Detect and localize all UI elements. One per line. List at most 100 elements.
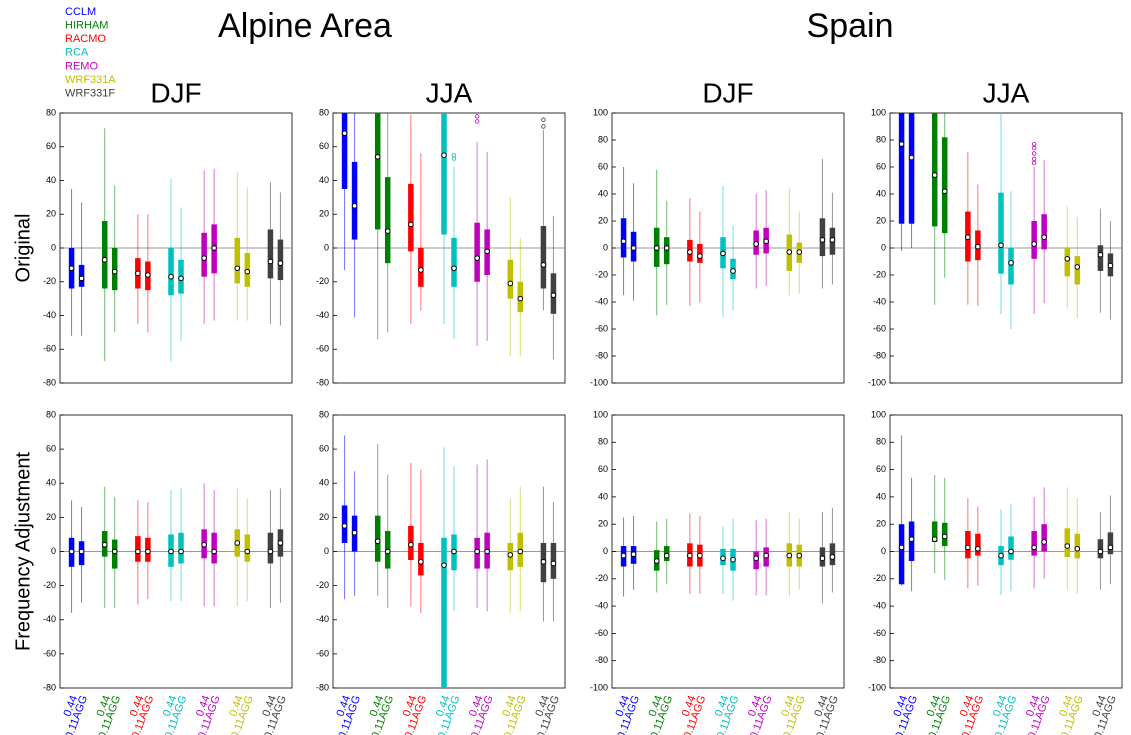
y-tick-label: 40 [876,188,886,198]
median [145,548,151,555]
y-tick-label: 0 [881,546,886,556]
median [1064,256,1071,262]
median [620,238,627,245]
y-tick-label: -80 [595,350,608,360]
median [630,551,637,558]
box [351,161,358,240]
median [620,552,627,559]
y-tick-label: -40 [43,310,56,320]
outlier [1031,141,1037,147]
median [211,245,217,251]
y-tick-label: 60 [46,444,56,454]
median [730,556,736,563]
y-tick-label: 80 [876,437,886,447]
y-tick-label: -40 [43,614,56,624]
y-tick-label: -80 [43,682,56,692]
median [68,548,75,555]
median [341,130,348,137]
median [484,248,490,255]
y-tick-label: -20 [316,580,329,590]
median [653,558,660,564]
median [908,154,915,161]
median [1097,548,1104,555]
median [819,555,826,562]
median [550,560,557,567]
median [408,221,414,228]
box [267,229,274,279]
y-tick-label: 40 [46,175,56,185]
y-tick-label: -80 [873,350,886,360]
box [244,534,251,562]
y-tick-label: 100 [871,409,886,419]
median [687,249,693,255]
panel-title: JJA [983,77,1030,108]
outlier [474,119,480,124]
y-tick-label: 80 [46,107,56,117]
median [898,141,905,147]
figure-title: Alpine Area [218,7,392,45]
y-tick-label: -60 [595,628,608,638]
y-tick-label: 80 [319,409,329,419]
y-tick-label: -40 [873,296,886,306]
legend-entry: REMO [65,60,98,72]
y-tick-label: 40 [46,478,56,488]
median [753,555,759,562]
y-tick-label: 100 [593,409,608,419]
y-tick-label: 20 [598,215,608,225]
median [507,280,514,287]
median [474,548,480,555]
median [1107,262,1114,269]
box [1097,245,1104,271]
box [941,137,948,234]
outlier [541,117,546,122]
median [975,545,981,552]
box [1031,531,1037,556]
median [753,241,759,247]
y-tick-label: -60 [43,344,56,354]
median [763,552,769,559]
box [1107,532,1114,555]
y-tick-label: -100 [868,682,886,692]
y-tick-label: 80 [46,409,56,419]
median [78,275,85,282]
box [277,239,284,281]
y-tick-label: 40 [319,478,329,488]
box [1041,524,1047,552]
y-tick-label: 80 [876,134,886,144]
median [201,255,207,261]
median [975,243,981,250]
median [111,268,118,275]
median [168,548,174,555]
legend-entry: WRF331A [65,74,116,86]
y-tick-label: 20 [319,512,329,522]
median [931,172,938,178]
y-tick-label: -60 [316,648,329,658]
y-tick-label: -60 [43,648,56,658]
median [1107,544,1114,551]
box [211,532,217,564]
median [1064,543,1071,549]
median [550,292,557,299]
box [540,226,547,289]
median [374,538,381,545]
median [1008,260,1014,266]
box [931,521,938,542]
y-tick-label: -20 [873,573,886,583]
box [178,532,184,564]
box [341,113,348,189]
y-tick-label: 0 [881,242,886,252]
y-tick-label: -20 [316,276,329,286]
median [234,265,241,272]
y-tick-label: -20 [43,580,56,590]
outlier [451,152,457,158]
y-tick-label: 100 [593,107,608,117]
y-tick-label: -60 [873,323,886,333]
y-tick-label: 0 [603,242,608,252]
row-label: Original [12,214,34,283]
median [408,541,414,548]
median [277,540,284,546]
box [1064,528,1071,557]
median [111,548,118,555]
median [418,267,424,273]
y-tick-label: -20 [595,269,608,279]
